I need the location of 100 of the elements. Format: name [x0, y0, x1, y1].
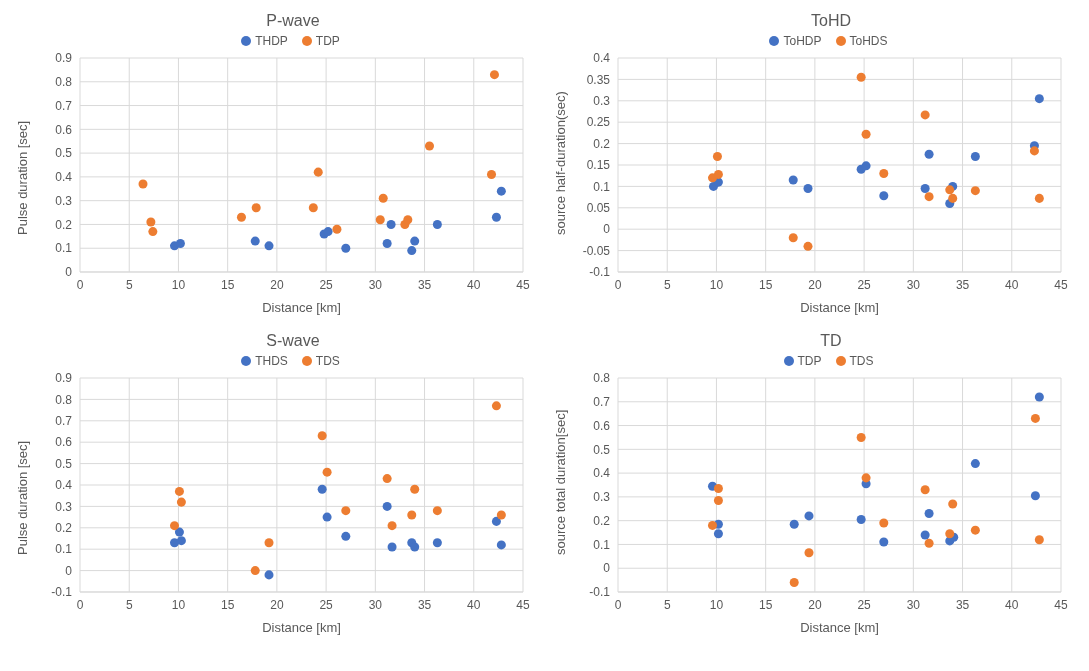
x-tick-label: 0	[76, 277, 84, 292]
point	[924, 149, 934, 159]
point	[1034, 535, 1044, 545]
point	[341, 243, 351, 253]
y-axis-title: Pulse duration [sec]	[14, 120, 30, 235]
point	[803, 241, 813, 251]
legend-label: THDS	[254, 354, 288, 368]
point	[264, 241, 274, 251]
point	[489, 70, 499, 80]
y-axis-title: Pulse duration [sec]	[14, 440, 30, 555]
point	[491, 212, 501, 222]
x-tick-label: 25	[857, 597, 872, 612]
point	[879, 518, 889, 528]
point	[713, 495, 723, 505]
x-tick-label: 25	[857, 277, 872, 292]
chart-title: S-wave	[265, 331, 321, 351]
point	[375, 215, 385, 225]
point	[803, 184, 813, 194]
x-tick-label: 45	[516, 277, 530, 292]
point	[856, 432, 866, 442]
y-tick-label: 0	[65, 563, 73, 578]
y-tick-label: 0.9	[55, 51, 73, 66]
y-tick-label: 0.7	[55, 414, 73, 429]
point	[175, 238, 185, 248]
x-axis-title: Distance [km]	[262, 300, 341, 315]
y-tick-label: 0.1	[55, 241, 73, 256]
point	[432, 538, 442, 548]
point	[382, 474, 392, 484]
x-tick-label: 20	[270, 277, 284, 292]
point	[920, 184, 930, 194]
y-tick-label: 0.6	[55, 435, 73, 450]
y-axis-title: source half-duration(sec)	[552, 91, 568, 235]
point	[804, 548, 814, 558]
point	[323, 227, 333, 237]
chart-title: P-wave	[265, 11, 321, 31]
point	[176, 497, 186, 507]
point	[707, 520, 718, 530]
x-tick-label: 5	[663, 277, 671, 292]
point	[169, 538, 180, 548]
point	[945, 529, 955, 539]
point	[410, 484, 420, 494]
y-tick-label: 0.2	[593, 513, 611, 528]
point	[332, 224, 342, 234]
x-tick-label: 45	[1054, 597, 1068, 612]
point	[432, 219, 442, 229]
point	[861, 161, 871, 171]
x-tick-label: 0	[614, 597, 622, 612]
point	[174, 527, 184, 537]
point	[174, 486, 184, 496]
chart-title: TD	[819, 331, 843, 351]
x-tick-label: 10	[709, 277, 724, 292]
point	[920, 485, 930, 495]
x-tick-label: 20	[270, 597, 284, 612]
point	[1030, 491, 1040, 501]
point	[788, 175, 798, 185]
x-tick-label: 5	[125, 597, 133, 612]
y-tick-label: 0.5	[593, 442, 611, 457]
point	[387, 542, 397, 552]
x-tick-label: 40	[1005, 597, 1019, 612]
y-tick-label: -0.1	[51, 585, 73, 600]
y-tick-label: 0	[603, 561, 611, 576]
x-tick-label: 30	[906, 597, 921, 612]
y-tick-label: 0.6	[593, 418, 611, 433]
y-tick-label: 0.4	[593, 51, 611, 66]
legend-label: TDS	[314, 354, 340, 368]
point	[804, 511, 814, 521]
point	[407, 510, 417, 520]
y-tick-label: 0.6	[55, 122, 73, 137]
legend-label: TDS	[848, 354, 874, 368]
x-tick-label: 30	[368, 597, 383, 612]
point	[948, 499, 958, 509]
y-tick-label: 0.7	[55, 98, 73, 113]
point	[407, 246, 417, 256]
point	[879, 169, 889, 179]
point	[169, 521, 180, 531]
point	[236, 212, 246, 222]
point	[403, 215, 413, 225]
y-tick-label: 0.8	[55, 392, 73, 407]
x-tick-label: 15	[220, 597, 235, 612]
point	[432, 506, 442, 516]
legend-label: ToHDS	[848, 34, 888, 48]
y-tick-label: 0.4	[55, 478, 73, 493]
y-tick-label: 0.4	[593, 466, 611, 481]
y-tick-label: -0.05	[582, 243, 611, 258]
point	[920, 530, 930, 540]
legend-label: TDP	[796, 354, 822, 368]
point	[861, 473, 871, 483]
point	[317, 431, 327, 441]
x-tick-label: 35	[955, 277, 970, 292]
point	[920, 110, 930, 120]
y-tick-label: 0.35	[586, 72, 611, 87]
point	[322, 512, 332, 522]
point	[970, 459, 980, 469]
x-axis-title: Distance [km]	[262, 620, 341, 635]
x-tick-label: 30	[368, 277, 383, 292]
y-tick-label: 0.2	[55, 521, 73, 536]
y-tick-label: 0.2	[593, 136, 611, 151]
point	[713, 169, 723, 179]
point	[924, 192, 934, 202]
point	[970, 186, 980, 196]
